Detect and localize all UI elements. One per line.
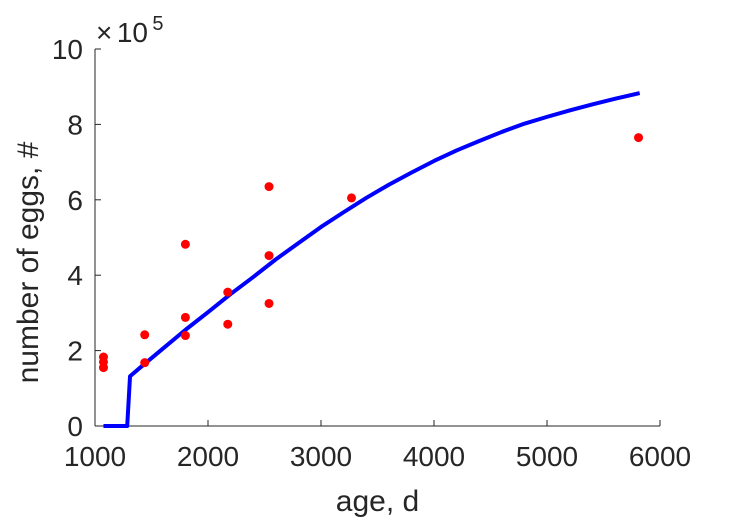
data-point-9	[223, 287, 233, 297]
exponent-power: 5	[152, 13, 163, 35]
axes: 1000 2000 3000 4000 5000 6000 0 2 4 6 8 10	[52, 34, 691, 472]
x-tick-label: 5000	[516, 441, 578, 472]
data-point-5	[180, 331, 190, 341]
y-tick-label: 4	[67, 260, 83, 291]
y-axis-exponent-label: × 10 5	[96, 13, 164, 48]
y-tick-label: 2	[67, 336, 83, 367]
y-tick-label: 6	[67, 185, 83, 216]
y-axis-label: number of eggs, #	[12, 141, 45, 383]
data-point-11	[264, 251, 274, 261]
exponent-times-sign: ×	[96, 17, 112, 48]
fit-curve-line	[103, 91, 641, 428]
y-tick-label: 0	[67, 411, 83, 442]
y-tick-label: 8	[67, 109, 83, 140]
y-ticks: 0 2 4 6 8 10	[52, 34, 101, 442]
plot-area	[98, 91, 644, 428]
data-point-2	[98, 352, 108, 362]
x-tick-label: 2000	[177, 441, 239, 472]
data-point-4	[140, 330, 150, 340]
x-tick-label: 6000	[629, 441, 691, 472]
exponent-base: 10	[117, 17, 148, 48]
data-points	[98, 133, 644, 373]
x-tick-label: 3000	[290, 441, 352, 472]
data-point-3	[140, 358, 150, 368]
x-tick-label: 4000	[403, 441, 465, 472]
data-point-6	[180, 312, 190, 322]
data-point-13	[347, 193, 357, 203]
data-point-8	[223, 319, 233, 329]
data-point-7	[180, 239, 190, 249]
x-axis-label: age, d	[336, 485, 419, 518]
x-ticks: 1000 2000 3000 4000 5000 6000	[64, 420, 691, 472]
data-point-12	[264, 182, 274, 192]
data-point-10	[264, 298, 274, 308]
data-point-14	[634, 133, 644, 143]
y-tick-label: 10	[52, 34, 83, 65]
x-tick-label: 1000	[64, 441, 126, 472]
